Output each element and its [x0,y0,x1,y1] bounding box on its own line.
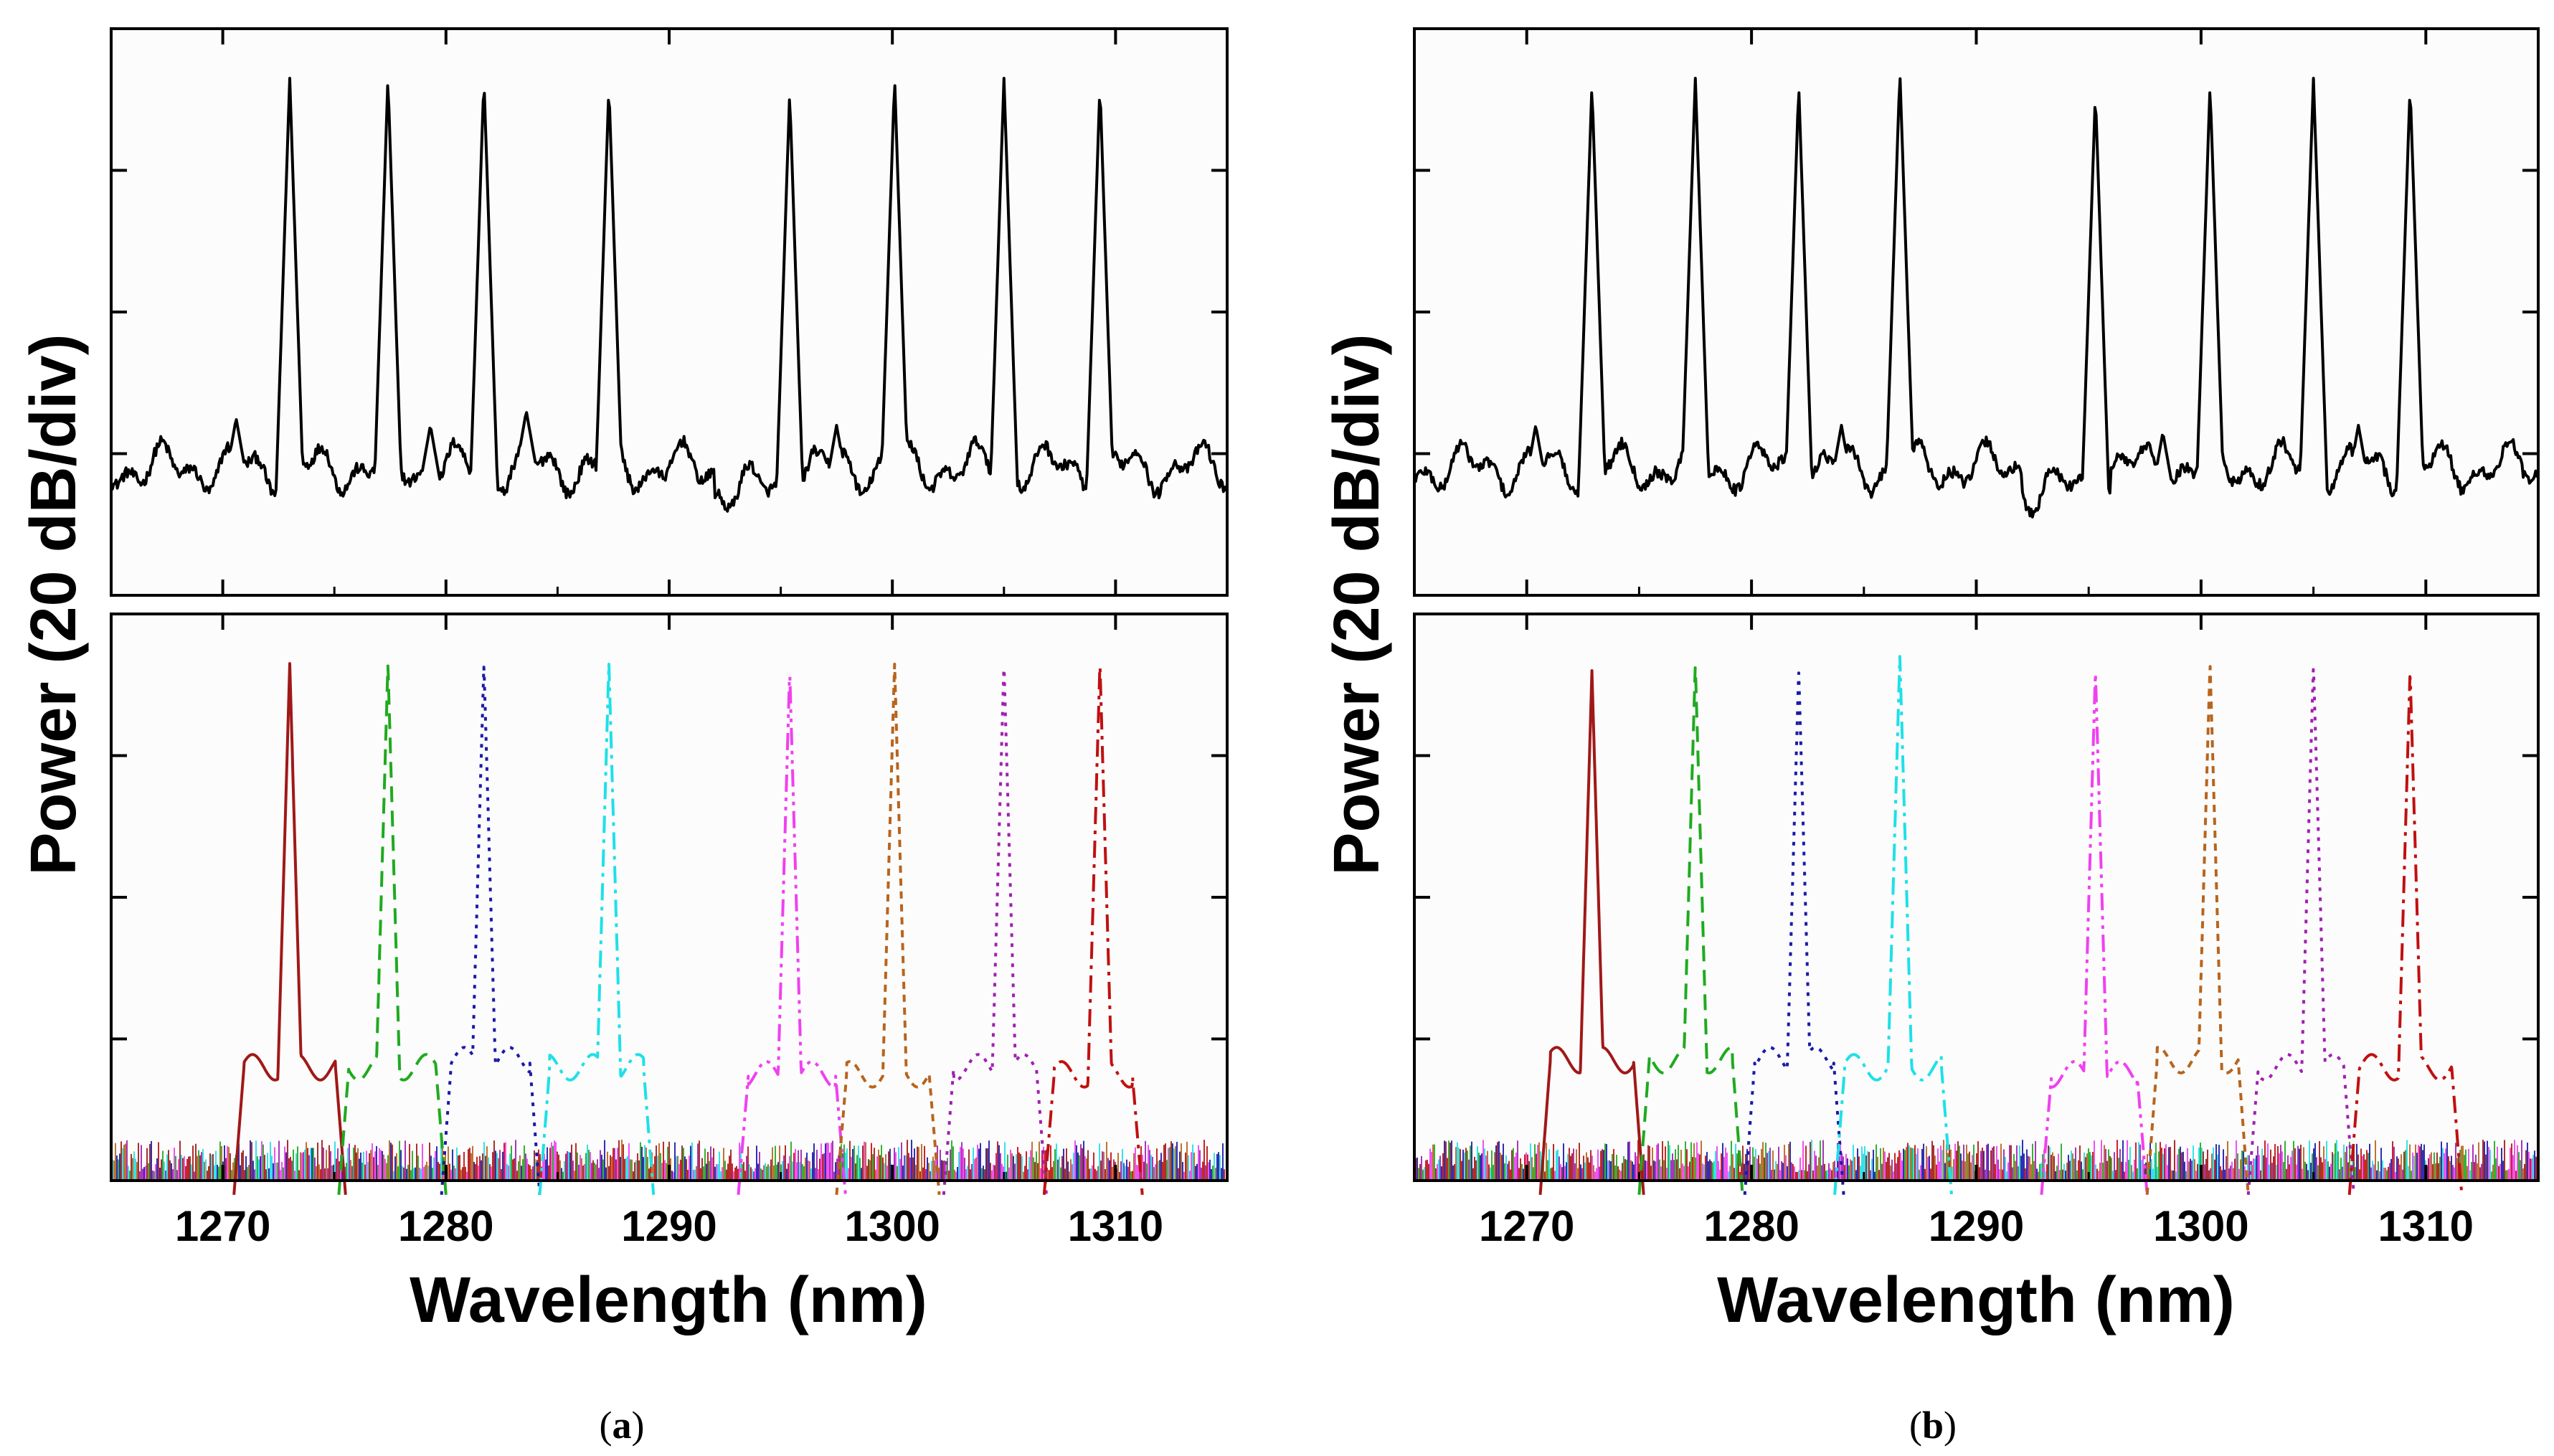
panel-b: 1270 1280 1290 1300 1310 Wavelength (nm)… [1321,27,2540,1447]
panel-b-noise-floor [1415,1140,2537,1179]
panel-b-x-axis-title: Wavelength (nm) [1717,1264,2235,1336]
channel-spectrum-ch8 [1042,666,1144,1195]
panel-a-top-ticks [110,29,1229,595]
x-tick-label: 1300 [2153,1202,2248,1250]
channel-spectrum-ch1 [232,662,347,1195]
panel-b-x-tick-labels: 1270 1280 1290 1300 1310 [1479,1202,2474,1250]
x-tick-label: 1290 [1929,1202,2024,1250]
panel-a-x-axis-title: Wavelength (nm) [410,1264,927,1336]
x-tick-label: 1290 [621,1202,716,1250]
channel-spectrum-ch7 [2246,668,2355,1195]
x-tick-label: 1270 [175,1202,270,1250]
channel-spectrum-ch2 [337,664,448,1195]
channel-spectrum-ch6 [2145,665,2250,1195]
panel-b-combined-spectrum [1413,77,2540,519]
channel-spectrum-ch6 [835,663,941,1195]
x-tick-label: 1300 [844,1202,940,1250]
x-tick-label: 1280 [398,1202,493,1250]
channel-spectrum-ch2 [1637,666,1744,1195]
x-tick-label: 1310 [1068,1202,1163,1250]
panel-a-bottom-ticks [110,614,1229,1181]
panel-a-x-tick-labels: 1270 1280 1290 1300 1310 [175,1202,1163,1250]
channel-spectrum-ch5 [2040,672,2149,1195]
panel-a: 1270 1280 1290 1300 1310 Wavelength (nm)… [18,27,1229,1447]
channel-spectrum-ch1 [1538,669,1645,1195]
channel-spectrum-ch4 [1833,655,1953,1195]
panel-a-y-axis-title: Power (20 dB/div) [18,334,90,875]
panel-a-bottom-frame [110,613,1229,1182]
channel-spectrum-ch3 [440,666,541,1195]
panel-b-top-ticks [1413,29,2540,595]
channel-spectrum-ch4 [538,663,656,1195]
x-tick-label: 1270 [1479,1202,1574,1250]
panel-a-caption: (a) [600,1404,645,1447]
panel-a-channels [232,662,1144,1195]
panel-b-bottom-frame [1413,613,2540,1182]
panel-a-top-frame [110,27,1229,597]
channel-spectrum-ch5 [737,675,847,1195]
panel-b-caption: (b) [1909,1404,1957,1447]
x-tick-label: 1310 [2378,1202,2474,1250]
panel-b-channels [1538,655,2464,1195]
channel-spectrum-ch8 [2347,675,2464,1195]
channel-spectrum-ch7 [942,667,1048,1195]
panel-b-y-axis-title: Power (20 dB/div) [1321,334,1393,875]
x-tick-label: 1280 [1703,1202,1799,1250]
panel-a-combined-spectrum [110,77,1229,513]
